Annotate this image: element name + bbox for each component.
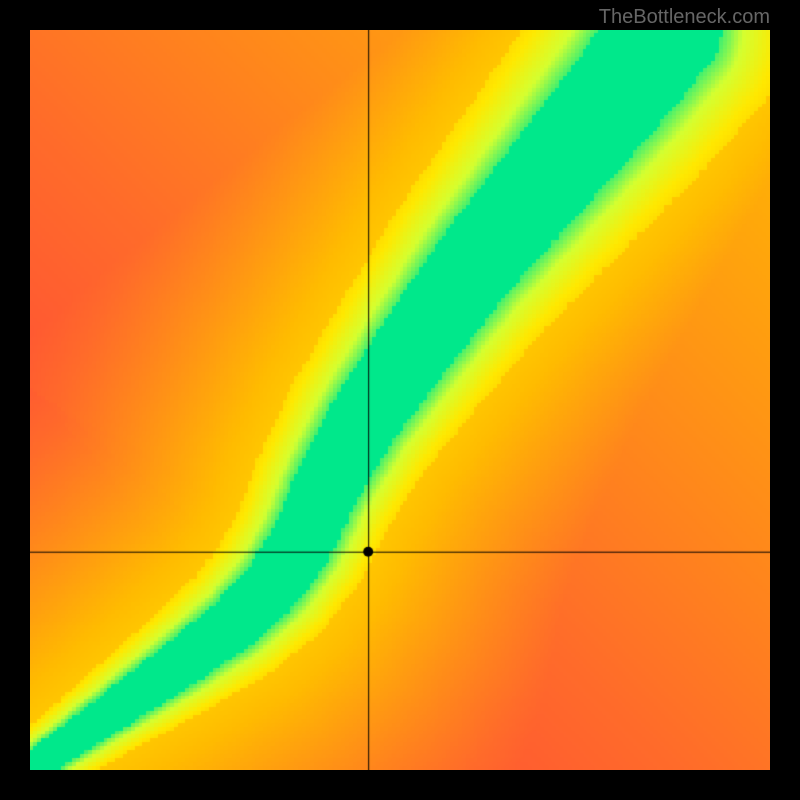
heatmap-canvas — [30, 30, 770, 770]
chart-container: TheBottleneck.com — [0, 0, 800, 800]
plot-area — [30, 30, 770, 770]
attribution-text: TheBottleneck.com — [599, 6, 770, 29]
